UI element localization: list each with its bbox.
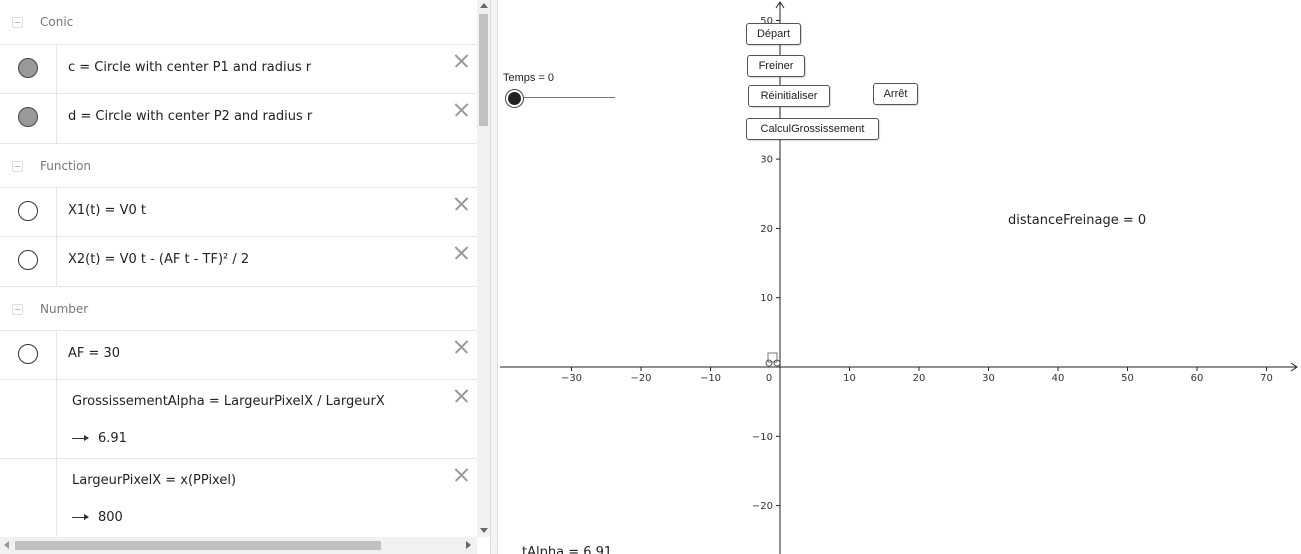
x-tick-label: 60 — [1191, 373, 1204, 384]
arrow-right-icon — [72, 435, 89, 441]
view-divider[interactable] — [490, 0, 498, 554]
algebra-expression[interactable]: X2(t) = V0 t - (AF t - TF)² / 2 — [68, 252, 250, 267]
x-tick-label: −10 — [700, 373, 721, 384]
slider-label: Temps = 0 — [503, 72, 555, 84]
y-tick-label: 10 — [760, 293, 773, 304]
depart-button[interactable]: Départ — [746, 23, 801, 45]
algebra-view: Conic c = Circle with center P1 and radi… — [0, 0, 490, 554]
algebra-expression[interactable]: d = Circle with center P2 and radius r — [68, 109, 313, 124]
x-axis-arrow-icon — [1290, 362, 1298, 372]
temps-slider-knob[interactable] — [506, 90, 523, 107]
algebra-expression[interactable]: AF = 30 — [68, 346, 121, 361]
delete-icon[interactable] — [452, 195, 470, 213]
scroll-right-icon[interactable] — [466, 541, 471, 549]
horizontal-scrollbar[interactable] — [0, 537, 477, 554]
x-ticks: −30 −20 −10 0 10 20 30 40 50 60 70 — [561, 367, 1273, 384]
wheel-circle-c — [765, 359, 773, 367]
algebra-list: Conic c = Circle with center P1 and radi… — [0, 0, 477, 537]
x-tick-label: 20 — [913, 373, 926, 384]
arret-button[interactable]: Arrêt — [873, 83, 918, 105]
arrow-right-icon — [72, 514, 89, 520]
reinitialiser-button[interactable]: Réinitialiser — [748, 85, 830, 107]
delete-icon[interactable] — [452, 52, 470, 70]
algebra-expression[interactable]: LargeurPixelX = x(PPixel) — [72, 473, 237, 488]
wheel-circle-d — [773, 359, 781, 367]
distance-freinage-text: distanceFreinage = 0 — [1008, 213, 1147, 228]
scroll-thumb[interactable] — [479, 14, 488, 126]
scroll-up-icon[interactable] — [480, 3, 488, 8]
x-tick-label: −20 — [630, 373, 651, 384]
y-ticks: 50 30 20 10 −10 −20 — [752, 16, 780, 512]
group-conic[interactable]: Conic — [0, 0, 477, 44]
scroll-left-icon[interactable] — [4, 541, 9, 549]
group-label: Function — [40, 159, 92, 173]
algebra-row-x2[interactable]: X2(t) = V0 t - (AF t - TF)² / 2 — [0, 236, 477, 286]
delete-icon[interactable] — [452, 101, 470, 119]
algebra-row-c[interactable]: c = Circle with center P1 and radius r — [0, 44, 477, 93]
y-tick-label: 20 — [760, 224, 773, 235]
collapse-icon[interactable] — [12, 17, 23, 28]
y-axis-arrow-icon — [775, 1, 785, 9]
group-number[interactable]: Number — [0, 286, 477, 330]
algebra-expression[interactable]: GrossissementAlpha = LargeurPixelX / Lar… — [72, 394, 385, 409]
collapse-icon[interactable] — [12, 304, 23, 315]
algebra-row-d[interactable]: d = Circle with center P2 and radius r — [0, 93, 477, 143]
freiner-button[interactable]: Freiner — [747, 55, 805, 77]
grossissement-text: …tAlpha = 6.91 — [509, 545, 613, 554]
algebra-row-af[interactable]: AF = 30 — [0, 330, 477, 379]
x-tick-label: −30 — [561, 373, 582, 384]
y-tick-label: 50 — [760, 16, 773, 27]
delete-icon[interactable] — [452, 466, 470, 484]
delete-icon[interactable] — [452, 244, 470, 262]
x-tick-label: 50 — [1121, 373, 1134, 384]
visibility-toggle-icon[interactable] — [18, 201, 38, 221]
algebra-expression[interactable]: X1(t) = V0 t — [68, 203, 146, 218]
x-tick-label: 30 — [982, 373, 995, 384]
algebra-row-x1[interactable]: X1(t) = V0 t — [0, 187, 477, 236]
group-label: Conic — [40, 15, 74, 29]
scroll-down-icon[interactable] — [480, 528, 488, 533]
algebra-row-largeurpixelx[interactable]: LargeurPixelX = x(PPixel) 800 — [0, 458, 477, 537]
algebra-row-grossissement[interactable]: GrossissementAlpha = LargeurPixelX / Lar… — [0, 379, 477, 458]
y-tick-label: 30 — [760, 155, 773, 166]
x-tick-label: 70 — [1260, 373, 1273, 384]
x-tick-label: 10 — [843, 373, 856, 384]
y-tick-label: −20 — [752, 501, 773, 512]
scroll-thumb[interactable] — [15, 541, 381, 550]
algebra-result: 800 — [72, 510, 123, 525]
temps-slider-track[interactable] — [514, 97, 615, 98]
x-tick-label: 0 — [766, 373, 772, 384]
group-label: Number — [40, 302, 89, 316]
group-function[interactable]: Function — [0, 143, 477, 187]
algebra-expression[interactable]: c = Circle with center P1 and radius r — [68, 60, 312, 75]
collapse-icon[interactable] — [12, 161, 23, 172]
algebra-result: 6.91 — [72, 431, 127, 446]
x-tick-label: 40 — [1052, 373, 1065, 384]
visibility-toggle-icon[interactable] — [18, 250, 38, 270]
y-tick-label: −10 — [752, 432, 773, 443]
visibility-toggle-icon[interactable] — [18, 344, 38, 364]
graphics-view[interactable]: −30 −20 −10 0 10 20 30 40 50 60 70 50 30 20 10 −10 −20 … — [498, 0, 1301, 554]
visibility-toggle-icon[interactable] — [18, 107, 38, 127]
visibility-toggle-icon[interactable] — [18, 58, 38, 78]
delete-icon[interactable] — [452, 338, 470, 356]
calcul-grossissement-button[interactable]: CalculGrossissement — [746, 118, 879, 140]
vertical-scrollbar[interactable] — [477, 0, 490, 537]
car-body-icon — [767, 352, 778, 363]
delete-icon[interactable] — [452, 387, 470, 405]
